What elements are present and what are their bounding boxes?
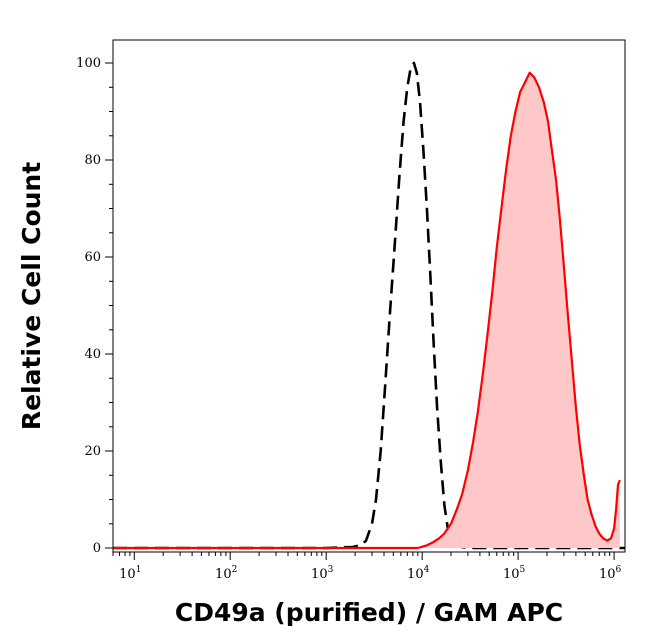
y-tick-label: 100 xyxy=(76,56,101,71)
y-tick-label: 60 xyxy=(84,250,101,265)
x-tick-label: 102 xyxy=(215,565,237,582)
y-tick-label: 20 xyxy=(84,444,101,459)
y-tick-label: 0 xyxy=(93,541,101,556)
series-layer xyxy=(113,61,625,550)
y-tick-label: 80 xyxy=(84,153,101,168)
plot-frame xyxy=(112,39,626,553)
y-tick-labels: 0 20 40 60 80 100 xyxy=(76,56,101,556)
x-tick-label: 101 xyxy=(119,565,141,582)
x-tick-label: 106 xyxy=(599,565,622,582)
x-axis-title: CD49a (purified) / GAM APC xyxy=(175,598,563,627)
series-0-line xyxy=(113,61,625,550)
x-tick-labels: 101 102 103 104 105 106 xyxy=(119,565,621,582)
x-tick-label: 104 xyxy=(407,565,430,582)
series-1-fill xyxy=(113,72,620,548)
y-axis-title: Relative Cell Count xyxy=(17,162,46,430)
y-tick-label: 40 xyxy=(84,347,101,362)
series-1-line xyxy=(113,71,621,550)
x-tick-label: 105 xyxy=(503,565,526,582)
ticks-layer xyxy=(105,62,615,560)
x-tick-label: 103 xyxy=(311,565,334,582)
